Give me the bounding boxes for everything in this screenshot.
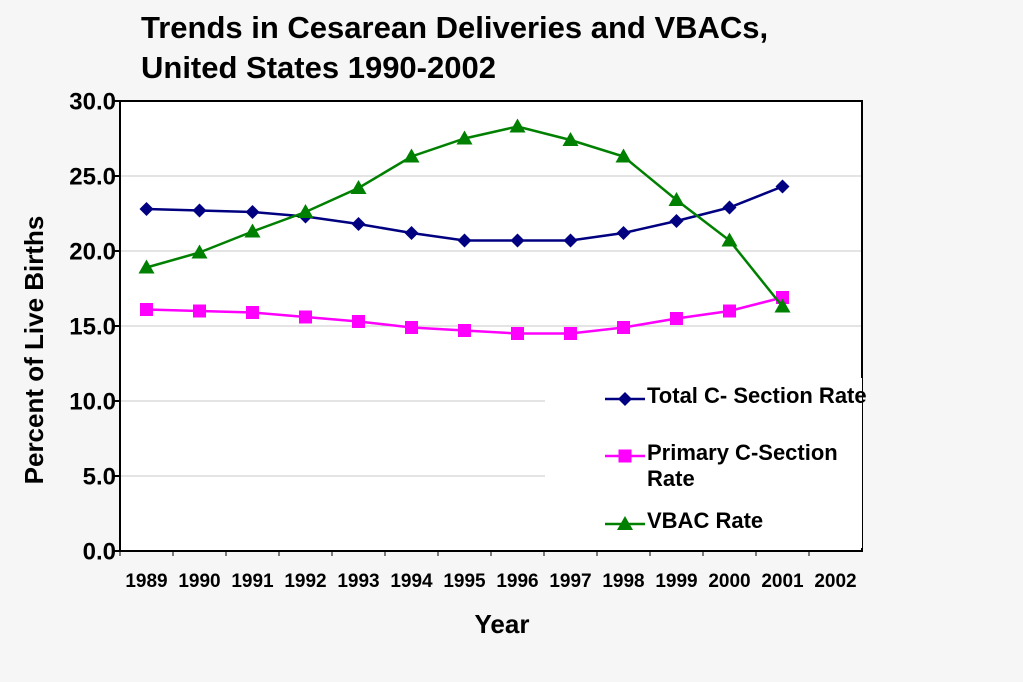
marker — [617, 321, 630, 334]
y-tick-label: 10.0 — [69, 388, 116, 415]
marker — [721, 232, 738, 247]
marker — [562, 132, 579, 146]
marker — [669, 214, 684, 228]
marker — [617, 516, 633, 530]
marker — [457, 233, 472, 248]
legend-label: Primary C-Section Rate — [647, 440, 838, 491]
x-tick-label: 1996 — [496, 571, 538, 592]
marker — [618, 449, 632, 463]
y-tick-label: 0.0 — [83, 538, 116, 565]
marker — [403, 148, 420, 163]
x-axis-label: Year — [475, 609, 530, 639]
chart-title: Trends in Cesarean Deliveries and VBACs,… — [141, 10, 769, 85]
marker — [405, 321, 418, 334]
marker — [352, 315, 365, 328]
x-tick-label: 1998 — [602, 571, 644, 592]
y-tick-label: 5.0 — [83, 463, 116, 490]
y-tick-label: 25.0 — [69, 163, 116, 190]
marker — [668, 192, 685, 206]
x-tick-label: 1995 — [443, 571, 486, 592]
marker — [670, 312, 683, 325]
y-tick-label: 20.0 — [69, 238, 116, 265]
legend-swatch — [605, 449, 645, 463]
marker — [509, 118, 526, 133]
x-tick-label: 1999 — [655, 571, 697, 592]
legend-swatch — [605, 516, 645, 530]
x-tick-label: 1990 — [178, 571, 220, 592]
legend-swatch — [605, 392, 645, 406]
marker — [458, 324, 471, 337]
y-axis-label: Percent of Live Births — [19, 216, 49, 485]
marker — [722, 200, 737, 215]
marker — [245, 205, 260, 219]
marker — [616, 226, 631, 240]
marker — [192, 203, 207, 218]
x-tick-label: 1989 — [125, 571, 167, 592]
marker — [351, 217, 366, 231]
y-tick-label: 30.0 — [69, 88, 116, 115]
marker — [140, 303, 153, 316]
x-tick-label: 1997 — [549, 571, 591, 592]
marker — [350, 180, 367, 194]
marker — [563, 233, 578, 248]
legend-label: VBAC Rate — [647, 508, 764, 533]
marker — [191, 244, 208, 259]
marker — [511, 327, 524, 340]
marker — [299, 310, 312, 324]
marker — [564, 327, 577, 340]
x-tick-label: 1993 — [337, 571, 379, 592]
marker — [404, 226, 419, 240]
marker — [510, 233, 525, 248]
marker — [615, 148, 632, 163]
marker — [297, 204, 314, 218]
y-tick-label: 15.0 — [69, 313, 116, 340]
marker — [138, 259, 155, 274]
x-tick-label: 2002 — [814, 571, 856, 592]
marker — [456, 130, 473, 145]
marker — [618, 392, 632, 406]
x-tick-label: 2000 — [708, 571, 750, 592]
marker — [244, 223, 261, 238]
marker — [139, 202, 154, 216]
marker — [246, 306, 259, 319]
x-tick-label: 1994 — [390, 571, 433, 592]
marker — [723, 304, 736, 318]
x-tick-label: 1991 — [231, 571, 274, 592]
marker — [774, 298, 791, 313]
marker — [193, 304, 206, 318]
x-tick-label: 1992 — [284, 571, 326, 592]
marker — [775, 179, 790, 194]
legend: Total C- Section Rate Primary C-Section R… — [545, 378, 867, 548]
legend-label: Total C- Section Rate — [647, 383, 867, 408]
x-tick-label: 2001 — [761, 571, 804, 592]
